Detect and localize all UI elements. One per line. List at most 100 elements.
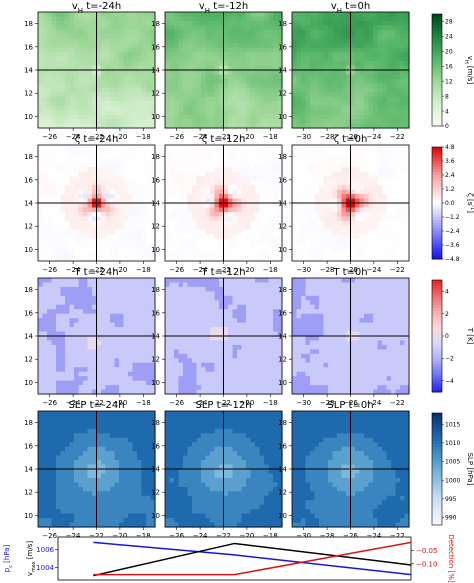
field-cell [205,34,211,40]
field-cell [337,29,343,35]
field-cell [92,83,98,89]
field-cell [259,229,265,235]
field-cell [264,198,270,204]
field-cell [386,220,392,226]
field-cell [228,110,234,116]
field-cell [150,291,156,297]
field-cell [146,167,152,173]
field-cell [404,110,410,116]
field-cell [87,376,93,382]
field-cell [386,216,392,222]
field-cell [119,225,125,231]
field-cell [56,20,62,26]
field-cell [314,70,320,76]
field-cell [368,162,374,168]
field-cell [214,145,220,151]
field-cell [368,123,374,129]
field-cell [101,225,107,231]
field-cell [187,176,193,182]
field-cell [141,105,147,111]
field-cell [314,180,320,186]
field-cell [47,362,53,368]
field-cell [123,194,129,200]
field-cell [110,385,116,391]
field-cell [382,158,388,164]
field-cell [169,229,175,235]
field-cell [395,203,401,209]
field-cell [319,25,325,31]
field-cell [246,185,252,191]
field-cell [123,353,129,359]
field-cell [305,114,311,120]
field-cell [237,123,243,129]
field-cell [382,167,388,173]
field-cell [395,167,401,173]
field-cell [137,322,143,328]
field-cell [187,162,193,168]
field-cell [141,123,147,129]
field-cell [400,238,406,244]
field-cell [341,38,347,44]
field-cell [178,105,184,111]
field-cell [110,278,116,284]
field-cell [69,185,75,191]
field-cell [47,105,53,111]
field-cell [132,340,138,346]
field-cell [310,198,316,204]
field-cell [56,385,62,391]
field-cell [74,29,80,35]
field-cell [38,367,44,373]
field-cell [65,207,71,213]
field-cell [355,203,361,209]
field-cell [178,74,184,80]
field-cell [323,92,329,98]
field-cell [141,16,147,22]
field-cell [319,225,325,231]
field-cell [377,96,383,102]
field-cell [296,101,302,107]
field-cell [255,207,261,213]
field-cell [296,16,302,22]
field-cell [277,96,283,102]
field-cell [350,34,356,40]
field-cell [377,25,383,31]
field-cell [305,78,311,84]
field-cell [51,220,57,226]
field-cell [150,349,156,355]
field-cell [192,238,198,244]
field-cell [246,20,252,26]
field-cell [301,243,307,249]
field-cell [241,78,247,84]
field-cell [60,38,66,44]
field-cell [132,52,138,58]
field-cell [292,12,298,18]
field-cell [105,353,111,359]
field-cell [78,322,84,328]
field-cell [296,234,302,240]
field-cell [377,105,383,111]
field-cell [105,38,111,44]
field-cell [60,61,66,67]
field-cell [96,34,102,40]
field-cell [74,74,80,80]
field-cell [201,96,207,102]
field-cell [169,52,175,58]
field-cell [259,101,265,107]
field-cell [332,225,338,231]
field-cell [146,344,152,350]
field-cell [60,20,66,26]
field-cell [268,110,274,116]
field-cell [328,194,334,200]
field-cell [223,234,229,240]
field-cell [319,43,325,49]
field-cell [74,38,80,44]
field-cell [368,149,374,155]
field-cell [187,216,193,222]
field-cell [114,78,120,84]
field-cell [110,34,116,40]
field-cell [146,180,152,186]
field-cell [205,16,211,22]
field-cell [192,123,198,129]
field-cell [246,110,252,116]
field-cell [137,78,143,84]
